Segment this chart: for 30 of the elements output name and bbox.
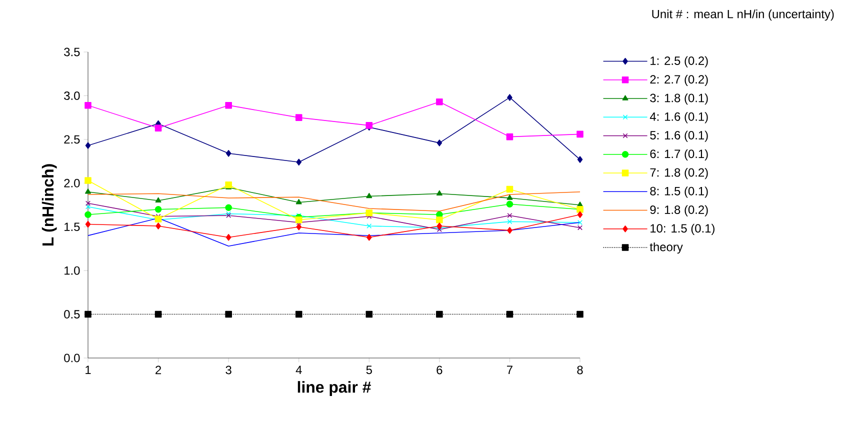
legend-label: theory: [650, 242, 683, 254]
y-tick-label: 3.5: [64, 48, 80, 56]
legend-label: 10: 1.5 (0.1): [650, 224, 714, 235]
legend-title: Unit # : mean L nH/in (uncertainty): [652, 10, 834, 21]
legend-label: 9: 1.8 (0.2): [650, 205, 708, 216]
x-tick-label: 1: [86, 366, 91, 374]
legend-label: 7: 1.8 (0.2): [650, 168, 708, 180]
legend-label: 2: 2.7 (0.2): [650, 74, 708, 86]
legend-label: 8: 1.5 (0.1): [650, 186, 708, 198]
x-tick-label: 3: [226, 366, 232, 374]
y-tick-label: 2.5: [64, 135, 80, 144]
x-tick-label: 2: [156, 366, 162, 374]
x-tick-label: 7: [507, 366, 512, 374]
x-tick-label: 6: [436, 366, 442, 374]
y-tick-label: 0.5: [64, 310, 80, 319]
x-axis-title: line pair #: [298, 381, 371, 396]
y-tick-label: 1.0: [64, 266, 80, 275]
y-tick-label: 0.0: [64, 354, 80, 362]
x-tick-label: 8: [577, 366, 583, 374]
legend-label: 5: 1.6 (0.1): [650, 130, 708, 142]
legend-label: 4: 1.6 (0.1): [650, 112, 708, 124]
y-tick-label: 2.0: [64, 178, 80, 188]
y-axis-title: L (nH/inch): [42, 164, 57, 246]
y-tick-label: 1.5: [64, 222, 80, 232]
legend-label: 3: 1.8 (0.1): [650, 93, 708, 105]
legend-label: 1: 2.5 (0.2): [650, 56, 708, 68]
x-tick-label: 5: [366, 366, 372, 374]
x-tick-label: 4: [296, 366, 302, 374]
y-tick-label: 3.0: [64, 91, 80, 100]
legend-label: 6: 1.7 (0.1): [650, 149, 708, 160]
